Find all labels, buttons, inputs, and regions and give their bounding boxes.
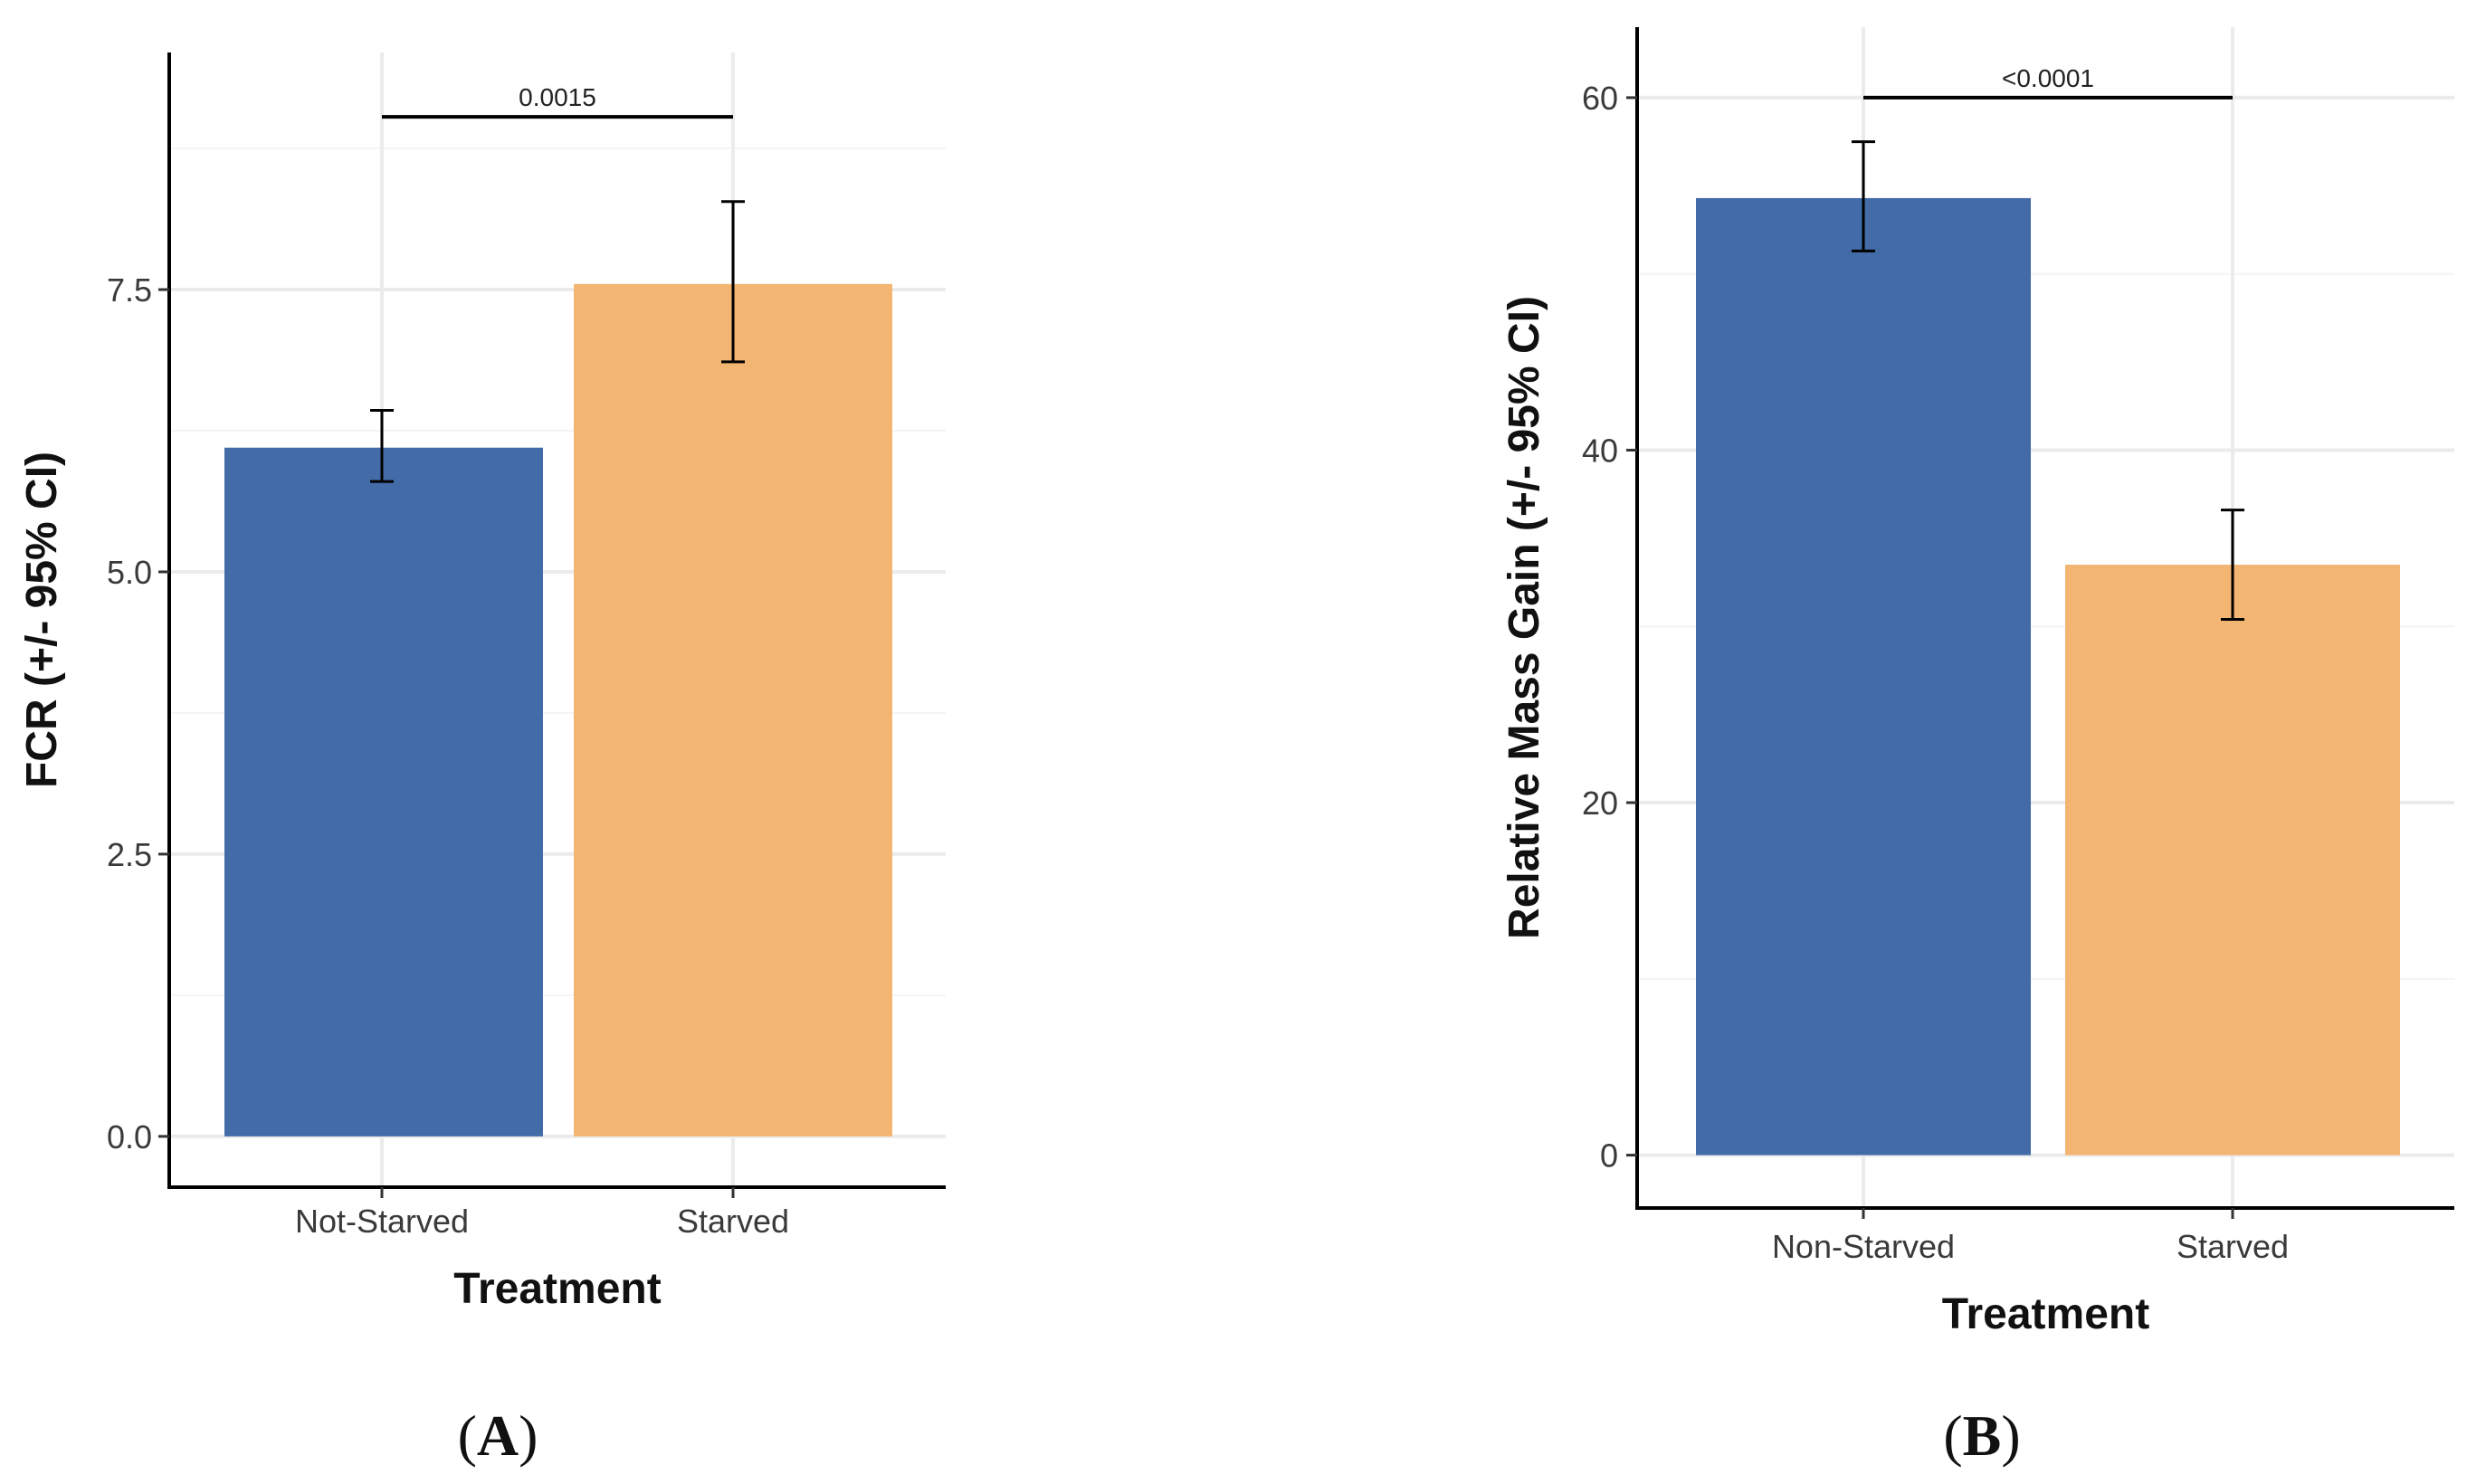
bar-b-starved <box>2065 565 2400 1156</box>
y-tick-label-a-0: 0.0 <box>107 1118 152 1156</box>
error-bar-b-non-starved <box>1852 140 1875 252</box>
bar-a-starved <box>574 283 892 1137</box>
error-bar-b-starved <box>2221 509 2244 621</box>
y-tick-label-b-3: 60 <box>1582 80 1618 117</box>
y-tick-label-b-0: 0 <box>1600 1137 1618 1175</box>
panel-label-a: (A) <box>458 1403 538 1468</box>
x-axis-title-b: Treatment <box>1942 1290 2149 1338</box>
panel-label-b: (B) <box>1943 1403 2020 1468</box>
y-tick-label-a-1: 2.5 <box>107 836 152 873</box>
panel-b-mass-gain-chart: <0.0001 0 20 40 60 Non-Starved Starved Treatmen… <box>1500 27 2454 1468</box>
x-axis-title-a: Treatment <box>453 1265 661 1313</box>
x-tick-label-b-starved: Starved <box>2176 1228 2289 1265</box>
significance-label-a: 0.0015 <box>519 83 596 111</box>
y-tick-label-b-1: 20 <box>1582 785 1618 822</box>
y-axis-title-b: Relative Mass Gain (+/- 95% CI) <box>1500 296 1548 939</box>
y-axis-title-a: FCR (+/- 95% CI) <box>18 452 66 788</box>
x-tick-label-a-starved: Starved <box>677 1203 789 1240</box>
bar-b-non-starved <box>1696 197 2031 1156</box>
error-bar-a-not-starved <box>370 409 394 483</box>
panel-a-fcr-chart: 0.0015 0.0 2.5 5.0 7.5 Not-Starved Starved Trea… <box>18 52 946 1468</box>
error-bar-a-starved <box>721 200 745 364</box>
y-tick-label-a-3: 7.5 <box>107 271 152 309</box>
y-tick-label-a-2: 5.0 <box>107 554 152 591</box>
y-tick-label-b-2: 40 <box>1582 432 1618 469</box>
x-tick-label-a-not-starved: Not-Starved <box>295 1203 469 1240</box>
bar-a-not-starved <box>224 447 543 1137</box>
significance-label-b: <0.0001 <box>2002 64 2094 92</box>
x-tick-label-b-non-starved: Non-Starved <box>1772 1228 1955 1265</box>
